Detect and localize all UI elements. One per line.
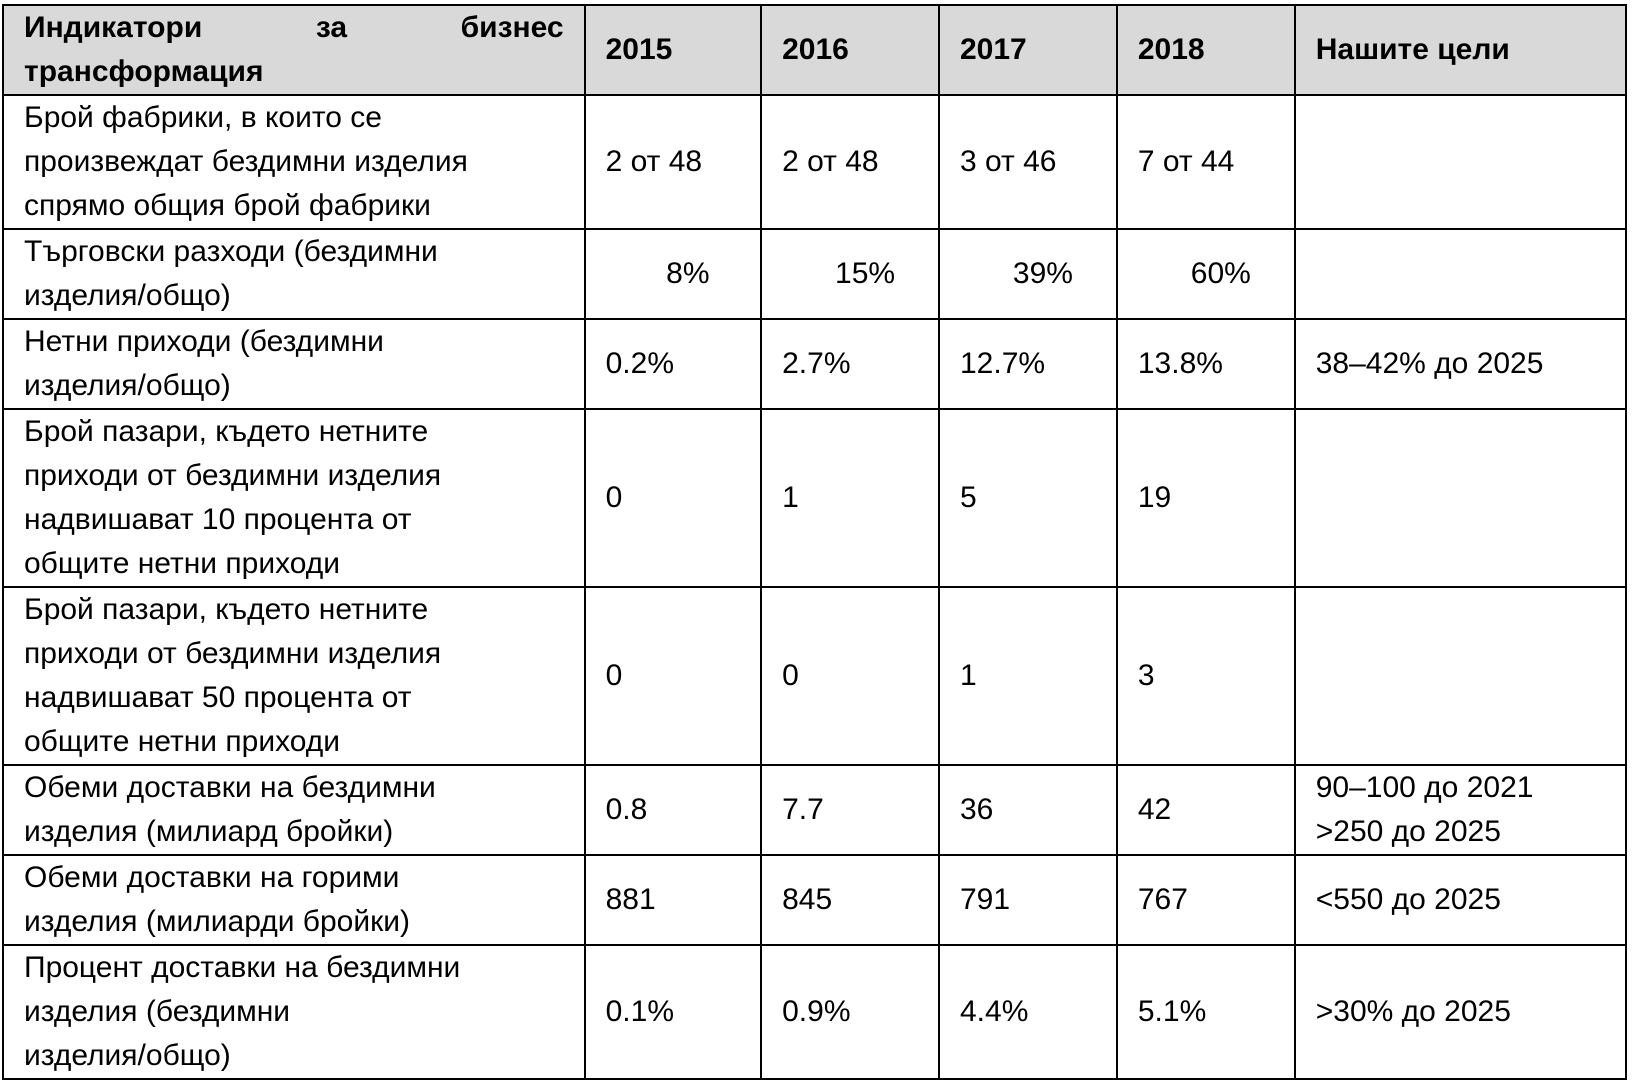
table-row: Обеми доставки на бездимни изделия (мили… xyxy=(2,764,1628,856)
indicator-cell: Брой пазари, където нетните приходи от б… xyxy=(2,408,586,588)
goal-cell xyxy=(1293,228,1628,320)
value-cell: 0 xyxy=(583,586,763,766)
table-row: Брой пазари, където нетните приходи от б… xyxy=(2,408,1628,588)
goal-cell: 38–42% до 2025 xyxy=(1293,318,1628,410)
indicator-line: спрямо общия брой фабрики xyxy=(24,189,431,222)
header-year: 2016 xyxy=(760,4,940,96)
indicator-cell: Обеми доставки на бездимни изделия (мили… xyxy=(2,764,586,856)
goal-line: <550 до 2025 xyxy=(1315,883,1501,916)
goal-line: 38–42% до 2025 xyxy=(1315,347,1544,380)
value-cell: 791 xyxy=(937,854,1118,946)
header-goals: Нашите цели xyxy=(1293,4,1628,96)
value-cell: 36 xyxy=(937,764,1118,856)
table-row: Нетни приходи (бездимни изделия/общо) 0.… xyxy=(2,318,1628,410)
indicator-line: изделия/общо) xyxy=(24,1039,231,1072)
value-cell: 0.9% xyxy=(760,944,940,1080)
value-cell: 881 xyxy=(583,854,763,946)
value-cell: 0.8 xyxy=(583,764,763,856)
value-cell: 767 xyxy=(1115,854,1296,946)
value-cell: 2 от 48 xyxy=(760,94,940,230)
value-cell: 60% xyxy=(1115,228,1296,320)
indicator-line: приходи от бездимни изделия xyxy=(24,637,442,670)
indicator-line: изделия (милиард бройки) xyxy=(24,815,394,848)
indicator-line: изделия/общо) xyxy=(24,369,231,402)
indicator-cell: Брой фабрики, в които се произвеждат без… xyxy=(2,94,586,230)
header-year: 2018 xyxy=(1115,4,1296,96)
indicator-line: Нетни приходи (бездимни xyxy=(24,325,384,358)
value-cell: 7 от 44 xyxy=(1115,94,1296,230)
value-cell: 1 xyxy=(937,586,1118,766)
value-cell: 0.1% xyxy=(583,944,763,1080)
value-cell: 5.1% xyxy=(1115,944,1296,1080)
indicator-cell: Брой пазари, където нетните приходи от б… xyxy=(2,586,586,766)
indicator-line: Брой фабрики, в които се xyxy=(24,101,382,134)
indicator-cell: Процент доставки на бездимни изделия (бе… xyxy=(2,944,586,1080)
header-year: 2015 xyxy=(583,4,763,96)
value-cell: 2 от 48 xyxy=(583,94,763,230)
indicator-line: надвишават 50 процента от xyxy=(24,681,412,714)
indicator-line: изделия (милиарди бройки) xyxy=(24,905,410,938)
header-word: за xyxy=(315,11,348,44)
table-row: Брой фабрики, в които се произвеждат без… xyxy=(2,94,1628,230)
value-cell: 8% xyxy=(583,228,763,320)
goal-cell xyxy=(1293,94,1628,230)
indicator-line: Брой пазари, където нетните xyxy=(24,593,429,626)
indicator-cell: Обеми доставки на горими изделия (милиар… xyxy=(2,854,586,946)
value-cell: 15% xyxy=(760,228,940,320)
goal-cell: <550 до 2025 xyxy=(1293,854,1628,946)
indicator-line: надвишават 10 процента от xyxy=(24,503,412,536)
value-cell: 3 xyxy=(1115,586,1296,766)
value-cell: 3 от 46 xyxy=(937,94,1118,230)
business-transformation-table: Индикатори за бизнес трансформация 2015 … xyxy=(2,4,1628,1080)
value-cell: 1 xyxy=(760,408,940,588)
indicator-line: изделия/общо) xyxy=(24,279,231,312)
value-cell: 7.7 xyxy=(760,764,940,856)
value-cell: 845 xyxy=(760,854,940,946)
indicator-line: общите нетни приходи xyxy=(24,547,341,580)
header-word: трансформация xyxy=(24,55,264,88)
indicator-line: изделия (бездимни xyxy=(24,995,291,1028)
goal-line: >30% до 2025 xyxy=(1315,995,1511,1028)
table-row: Търговски разходи (бездимни изделия/общо… xyxy=(2,228,1628,320)
value-cell: 13.8% xyxy=(1115,318,1296,410)
goal-line: 90–100 до 2021 xyxy=(1315,771,1534,804)
value-cell: 2.7% xyxy=(760,318,940,410)
goal-cell xyxy=(1293,408,1628,588)
indicator-line: общите нетни приходи xyxy=(24,725,341,758)
indicator-line: Обеми доставки на бездимни xyxy=(24,771,436,804)
table-row: Брой пазари, където нетните приходи от б… xyxy=(2,586,1628,766)
value-cell: 0 xyxy=(583,408,763,588)
value-cell: 5 xyxy=(937,408,1118,588)
goal-line: >250 до 2025 xyxy=(1315,815,1501,848)
header-row: Индикатори за бизнес трансформация 2015 … xyxy=(2,4,1628,96)
value-cell: 12.7% xyxy=(937,318,1118,410)
header-word: бизнес xyxy=(460,11,564,44)
indicator-line: приходи от бездимни изделия xyxy=(24,459,442,492)
indicator-cell: Търговски разходи (бездимни изделия/общо… xyxy=(2,228,586,320)
value-cell: 4.4% xyxy=(937,944,1118,1080)
header-year: 2017 xyxy=(937,4,1118,96)
header-indicators: Индикатори за бизнес трансформация xyxy=(2,4,586,96)
goal-cell: 90–100 до 2021 >250 до 2025 xyxy=(1293,764,1628,856)
value-cell: 19 xyxy=(1115,408,1296,588)
indicator-line: Търговски разходи (бездимни xyxy=(24,235,438,268)
value-cell: 39% xyxy=(937,228,1118,320)
indicator-line: произвеждат бездимни изделия xyxy=(24,145,468,178)
value-cell: 0 xyxy=(760,586,940,766)
goal-cell: >30% до 2025 xyxy=(1293,944,1628,1080)
indicator-line: Процент доставки на бездимни xyxy=(24,951,461,984)
value-cell: 0.2% xyxy=(583,318,763,410)
header-word: Индикатори xyxy=(24,11,203,44)
goal-cell xyxy=(1293,586,1628,766)
table-row: Процент доставки на бездимни изделия (бе… xyxy=(2,944,1628,1080)
indicator-cell: Нетни приходи (бездимни изделия/общо) xyxy=(2,318,586,410)
value-cell: 42 xyxy=(1115,764,1296,856)
indicator-line: Брой пазари, където нетните xyxy=(24,415,429,448)
table-row: Обеми доставки на горими изделия (милиар… xyxy=(2,854,1628,946)
indicator-line: Обеми доставки на горими xyxy=(24,861,400,894)
